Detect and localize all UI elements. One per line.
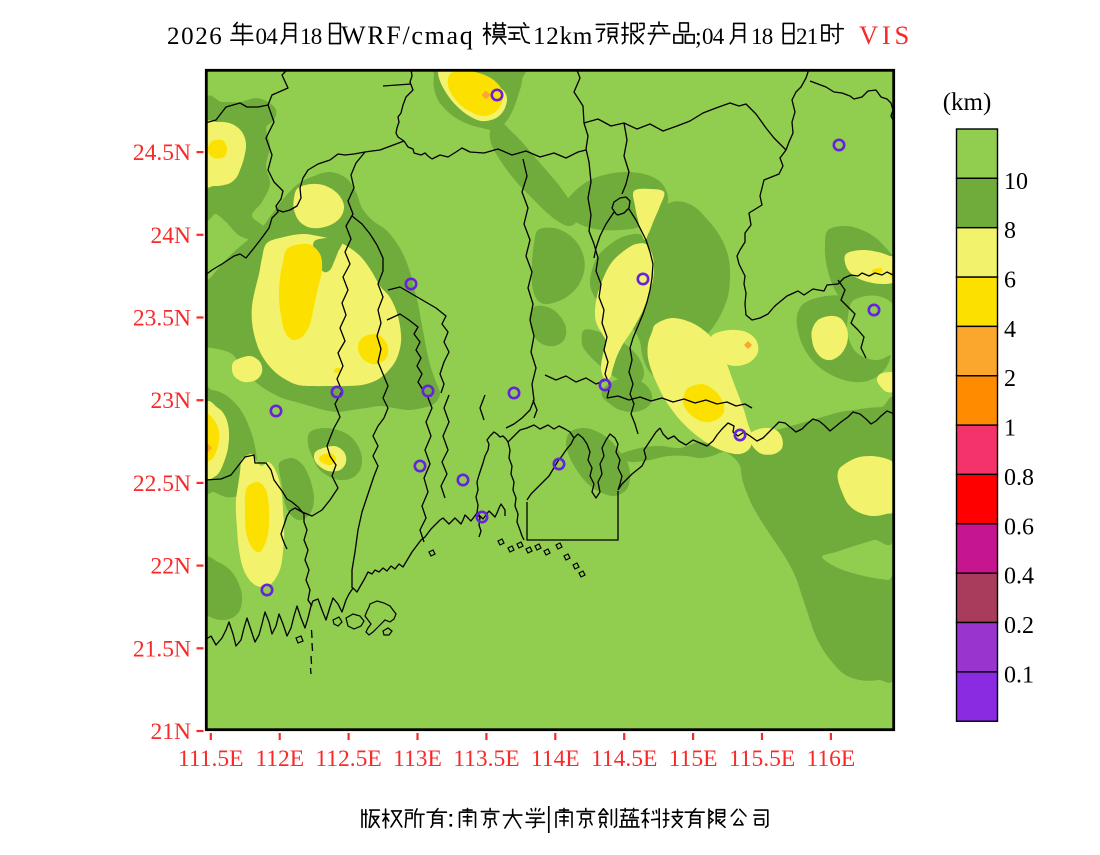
svg-text:115.5E: 115.5E (729, 746, 795, 772)
svg-text:10: 10 (1004, 169, 1028, 195)
svg-text:2: 2 (1004, 366, 1016, 392)
svg-text:114.5E: 114.5E (591, 746, 657, 772)
svg-text:0.4: 0.4 (1004, 564, 1034, 590)
svg-text:24N: 24N (151, 223, 192, 249)
svg-text:18: 18 (751, 24, 773, 49)
svg-text:4: 4 (1004, 317, 1016, 343)
svg-text:21.5N: 21.5N (133, 636, 191, 662)
svg-text:2026: 2026 (167, 23, 223, 50)
svg-text:23.5N: 23.5N (133, 306, 191, 332)
svg-text:0.2: 0.2 (1004, 613, 1034, 639)
svg-text:21: 21 (796, 24, 818, 49)
svg-text:WRF/cmaq: WRF/cmaq (341, 21, 474, 50)
svg-text:12km: 12km (533, 23, 593, 50)
svg-text:(km): (km) (943, 89, 992, 116)
svg-text:116E: 116E (807, 746, 856, 772)
svg-text:23N: 23N (151, 388, 192, 414)
svg-text:112.5E: 112.5E (315, 746, 381, 772)
svg-text:21N: 21N (151, 719, 192, 745)
svg-text:04: 04 (256, 24, 279, 49)
svg-text:18: 18 (300, 24, 322, 49)
svg-text:VIS: VIS (859, 20, 913, 50)
svg-text:1: 1 (1004, 416, 1016, 442)
svg-text:;: ; (695, 24, 702, 50)
svg-text:111.5E: 111.5E (178, 746, 244, 772)
svg-text:113.5E: 113.5E (453, 746, 519, 772)
svg-text:115E: 115E (669, 746, 718, 772)
svg-text:0.6: 0.6 (1004, 514, 1034, 540)
svg-text:8: 8 (1004, 218, 1016, 244)
svg-text:112E: 112E (255, 746, 304, 772)
svg-text:0.1: 0.1 (1004, 662, 1034, 688)
svg-text:22N: 22N (151, 554, 192, 580)
svg-text:24.5N: 24.5N (133, 140, 191, 166)
svg-text:22.5N: 22.5N (133, 471, 191, 497)
svg-text:6: 6 (1004, 268, 1016, 294)
svg-text:04: 04 (702, 24, 725, 49)
svg-text:113E: 113E (393, 746, 442, 772)
svg-text:0.8: 0.8 (1004, 465, 1034, 491)
svg-text:114E: 114E (531, 746, 580, 772)
